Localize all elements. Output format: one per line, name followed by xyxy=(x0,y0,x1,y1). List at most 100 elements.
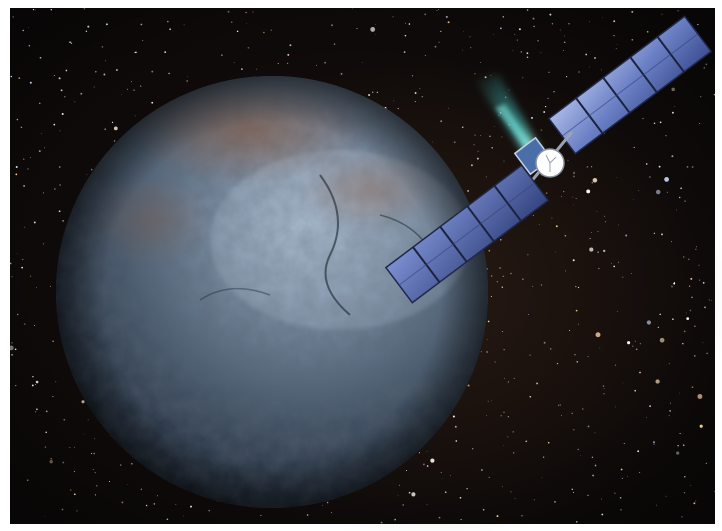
star xyxy=(594,432,596,434)
star xyxy=(543,111,546,113)
star xyxy=(287,62,289,64)
star xyxy=(525,440,528,443)
star xyxy=(500,27,502,30)
star xyxy=(549,348,552,350)
star xyxy=(671,155,674,158)
star xyxy=(55,381,57,383)
star xyxy=(574,171,575,172)
star xyxy=(572,428,575,431)
star xyxy=(575,309,578,312)
star xyxy=(356,28,358,29)
star xyxy=(479,62,481,63)
star xyxy=(113,126,118,131)
star xyxy=(601,513,604,516)
star xyxy=(15,166,18,168)
star xyxy=(502,16,505,18)
star xyxy=(631,10,634,13)
star xyxy=(438,41,440,43)
star xyxy=(440,120,443,123)
star xyxy=(58,210,61,213)
star xyxy=(621,477,623,479)
star xyxy=(481,469,483,471)
star xyxy=(73,493,76,496)
star xyxy=(352,8,353,10)
star xyxy=(588,21,590,23)
star xyxy=(496,281,498,283)
star xyxy=(659,337,665,343)
star xyxy=(23,323,26,325)
star xyxy=(564,270,567,272)
star xyxy=(306,514,309,516)
star xyxy=(677,445,679,447)
star xyxy=(638,190,640,192)
star xyxy=(52,396,54,398)
star xyxy=(571,488,574,491)
star xyxy=(639,343,641,345)
star xyxy=(671,111,674,114)
star xyxy=(489,135,491,138)
star xyxy=(392,16,394,18)
star xyxy=(705,462,707,464)
star xyxy=(572,491,574,493)
star xyxy=(616,311,618,313)
star xyxy=(34,383,36,385)
star xyxy=(482,508,485,511)
star xyxy=(683,256,685,258)
star xyxy=(676,209,678,211)
star xyxy=(522,77,524,79)
star xyxy=(561,196,562,198)
star xyxy=(490,295,492,298)
star xyxy=(679,392,680,394)
star xyxy=(704,306,706,309)
star xyxy=(233,62,235,63)
star xyxy=(592,474,594,477)
star xyxy=(571,412,573,415)
star xyxy=(73,446,75,448)
star xyxy=(684,476,686,478)
star xyxy=(630,273,632,274)
star xyxy=(462,49,464,51)
spacecraft xyxy=(384,15,713,304)
star xyxy=(548,71,550,73)
star xyxy=(412,75,414,77)
star xyxy=(600,69,602,71)
star xyxy=(424,54,426,57)
star xyxy=(545,192,548,194)
star xyxy=(603,388,605,390)
star xyxy=(183,515,184,517)
star xyxy=(597,231,599,232)
star xyxy=(631,38,634,41)
star xyxy=(85,30,88,32)
star xyxy=(500,239,502,241)
star xyxy=(467,384,470,387)
star xyxy=(134,51,136,54)
star xyxy=(463,31,464,33)
star xyxy=(587,425,590,428)
star xyxy=(664,177,669,182)
star xyxy=(418,452,420,454)
star xyxy=(557,404,560,406)
star xyxy=(616,177,617,178)
star xyxy=(92,469,94,470)
star xyxy=(33,221,36,224)
star xyxy=(627,341,631,345)
star xyxy=(486,415,487,416)
star xyxy=(394,518,396,521)
star xyxy=(591,166,593,168)
star xyxy=(529,395,532,398)
star xyxy=(426,451,428,453)
star xyxy=(714,491,715,492)
star xyxy=(411,492,416,497)
star xyxy=(502,445,504,447)
star xyxy=(668,415,670,417)
star xyxy=(263,31,265,34)
star xyxy=(91,452,93,455)
star xyxy=(414,101,416,103)
star xyxy=(547,97,549,99)
star xyxy=(554,501,556,503)
star xyxy=(555,225,558,228)
star xyxy=(105,60,106,62)
star xyxy=(639,371,641,374)
star xyxy=(540,52,542,54)
